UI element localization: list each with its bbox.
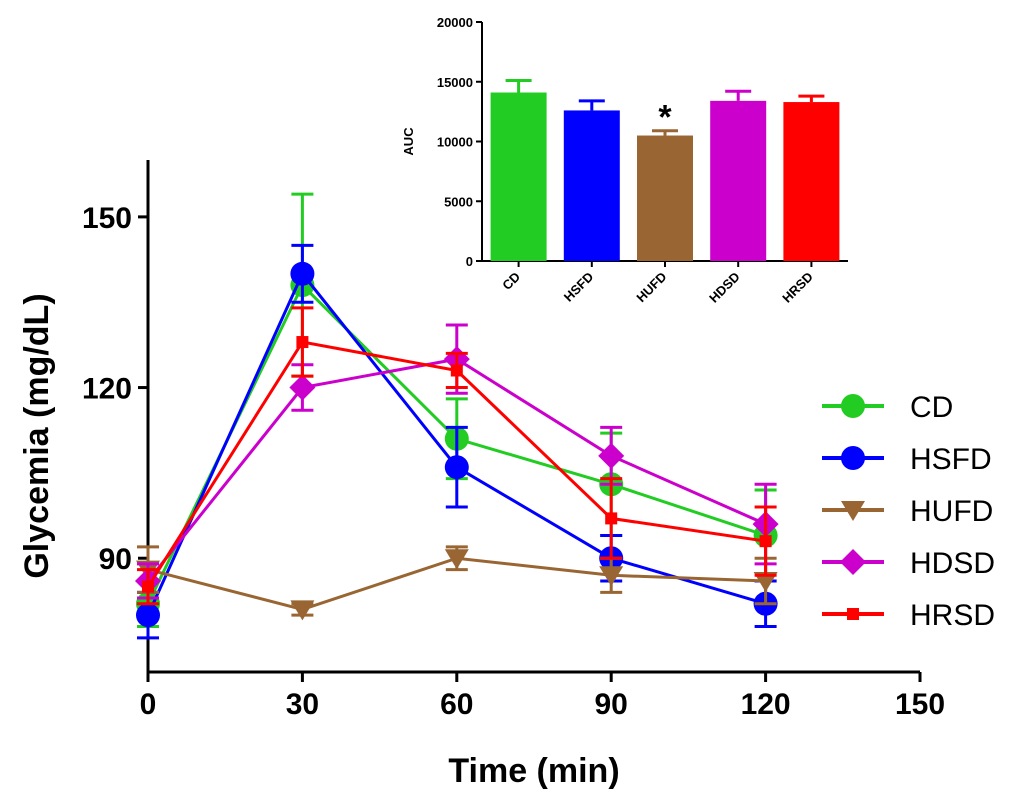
legend-marker [841, 394, 865, 418]
bar-group-hsfd: HSFD [561, 99, 620, 305]
data-point [290, 261, 315, 286]
data-point [599, 566, 624, 587]
bar [563, 110, 620, 262]
x-tick-label: 150 [895, 688, 945, 721]
bar-error [725, 89, 752, 101]
bar-error [505, 79, 532, 93]
data-point [444, 549, 469, 570]
legend-marker [847, 608, 859, 620]
inset-category-label: HRSD [779, 269, 816, 306]
data-point [444, 455, 469, 480]
y-tick-label: 120 [82, 373, 132, 406]
inset-y-tick-label: 10000 [437, 135, 473, 150]
inset-y-tick-label: 15000 [437, 75, 473, 90]
legend-label: CD [910, 391, 953, 424]
data-point [759, 535, 772, 548]
legend-item-hrsd: HRSD [822, 599, 995, 632]
significance-star: * [658, 99, 672, 137]
inset-category-label: HSFD [561, 269, 597, 305]
x-tick-label: 90 [595, 688, 628, 721]
bar-group-hufd: HUFD * [633, 99, 693, 305]
inset-category-label: CD [499, 269, 523, 293]
y-tick-label: 150 [82, 202, 132, 235]
bar-group-hdsd: HDSD [706, 89, 767, 306]
bar-error [652, 129, 678, 136]
data-point [598, 442, 625, 469]
legend-item-hufd: HUFD [822, 495, 993, 528]
legend-marker [841, 446, 865, 470]
data-point [290, 600, 315, 621]
auc-bar-chart-inset: 0 5000 10000 15000 20000 AUC CD HSFD HUFD * HDSD HR… [401, 15, 848, 306]
data-point [296, 336, 309, 349]
legend-marker [840, 549, 866, 575]
inset-category-label: HDSD [706, 269, 743, 306]
data-point [142, 580, 154, 593]
glycemia-line-chart: 90 120 150 0 30 60 90 120 150 Time (min) Glycemia … [18, 160, 945, 790]
legend-marker [841, 501, 865, 521]
y-axis-title: Glycemia (mg/dL) [18, 293, 56, 578]
inset-y-tick-label: 5000 [444, 194, 473, 209]
legend-item-cd: CD [822, 391, 953, 424]
series-hufd [136, 545, 778, 621]
legend-item-hsfd: HSFD [822, 443, 992, 476]
bar [783, 102, 840, 261]
inset-y-axis-title: AUC [401, 127, 416, 156]
bar [710, 100, 767, 262]
legend-label: HDSD [910, 547, 995, 580]
bar [490, 92, 547, 261]
inset-y-tick-label: 20000 [437, 15, 473, 30]
x-tick-label: 30 [286, 688, 319, 721]
bar-group-cd: CD [490, 79, 547, 293]
bar [637, 135, 693, 261]
inset-category-label: HUFD [633, 269, 669, 305]
bar-group-hrsd: HRSD [779, 94, 840, 306]
bar-error [798, 94, 825, 103]
y-tick-label: 90 [99, 543, 132, 576]
data-point [753, 571, 778, 592]
legend-label: HSFD [910, 443, 992, 476]
legend: CD HSFD HUFD HDSD HRSD [822, 391, 995, 632]
legend-label: HRSD [910, 599, 995, 632]
data-point [136, 603, 160, 628]
data-point [450, 364, 463, 377]
data-point [605, 512, 618, 525]
inset-y-tick-label: 0 [466, 254, 473, 269]
data-point [289, 374, 316, 401]
x-tick-label: 0 [140, 688, 157, 721]
series-hrsd [137, 306, 777, 606]
legend-item-hdsd: HDSD [822, 547, 995, 580]
x-axis-title: Time (min) [448, 752, 619, 790]
x-tick-label: 120 [741, 688, 791, 721]
bar-error [578, 99, 605, 111]
legend-label: HUFD [910, 495, 993, 528]
x-tick-label: 60 [440, 688, 473, 721]
